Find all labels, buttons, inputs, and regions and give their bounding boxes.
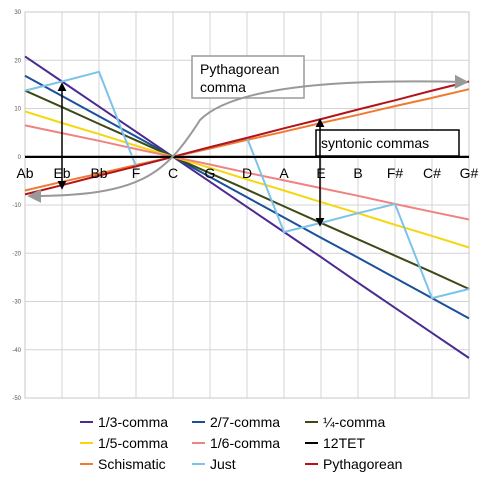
legend-swatch (305, 441, 318, 444)
syntonic-commas-label: syntonic commas (321, 135, 429, 151)
legend-item: Schismatic (80, 455, 192, 472)
x-category-label: Bb (90, 165, 107, 181)
y-tick-label: -50 (12, 396, 21, 402)
x-category-label: C# (423, 165, 441, 181)
x-category-label: G# (460, 165, 479, 181)
pythagorean-comma-arrow (27, 74, 469, 203)
legend-item: 1/5-comma (80, 434, 192, 451)
x-category-label: F (132, 165, 141, 181)
legend-swatch (80, 441, 93, 444)
x-category-label: E (316, 165, 325, 181)
legend-item: Pythagorean (305, 455, 417, 472)
legend-swatch (305, 462, 318, 465)
x-category-label: Ab (16, 165, 33, 181)
legend-label: 1/6-comma (210, 434, 281, 451)
y-tick-label: -20 (12, 251, 21, 257)
legend-swatch (192, 420, 205, 423)
legend-swatch (192, 462, 205, 465)
legend-label: Schismatic (98, 455, 166, 472)
legend-swatch (80, 420, 93, 423)
x-category-label: G (205, 165, 216, 181)
x-category-label: F# (387, 165, 404, 181)
y-tick-label: -40 (12, 348, 21, 354)
legend: 1/3-comma 2/7-comma ¼-comma 1/5-comma 1/6-co… (80, 413, 500, 472)
legend-item: 1/6-comma (192, 434, 305, 451)
legend-label: Just (210, 455, 236, 472)
legend-label: 1/3-comma (98, 413, 169, 430)
plot-border (24, 11, 470, 399)
y-tick-label: 0 (18, 155, 22, 161)
x-axis-category-labels: Ab Eb Bb F C G D A E B F# C# G# (16, 165, 478, 181)
legend-swatch (80, 462, 93, 465)
pythagorean-comma-label-line1: Pythagorean (200, 61, 279, 77)
x-category-label: B (353, 165, 362, 181)
y-tick-label: 30 (14, 10, 21, 16)
legend-item: 2/7-comma (192, 413, 305, 430)
legend-label: ¼-comma (323, 413, 386, 430)
legend-label: Pythagorean (323, 455, 403, 472)
legend-item: Just (192, 455, 305, 472)
legend-item: 12TET (305, 434, 417, 451)
legend-item: ¼-comma (305, 413, 417, 430)
x-category-label: A (279, 165, 289, 181)
legend-label: 2/7-comma (210, 413, 281, 430)
legend-label: 12TET (323, 434, 366, 451)
y-tick-label: -10 (12, 203, 21, 209)
tuning-deviation-chart: 30 20 10 0 -10 -20 -30 -40 -50 Pythagorean comma… (12, 10, 478, 402)
legend-swatch (192, 441, 205, 444)
x-category-label: C (168, 165, 178, 181)
x-category-label: Eb (53, 165, 70, 181)
x-category-label: D (242, 165, 252, 181)
y-tick-label: 20 (14, 58, 21, 64)
legend-label: 1/5-comma (98, 434, 169, 451)
y-tick-label: 10 (14, 107, 21, 113)
y-axis-tick-labels: 30 20 10 0 -10 -20 -30 -40 -50 (12, 10, 21, 402)
pythagorean-comma-label-line2: comma (200, 79, 246, 95)
legend-item: 1/3-comma (80, 413, 192, 430)
y-tick-label: -30 (12, 300, 21, 306)
legend-swatch (305, 420, 318, 423)
